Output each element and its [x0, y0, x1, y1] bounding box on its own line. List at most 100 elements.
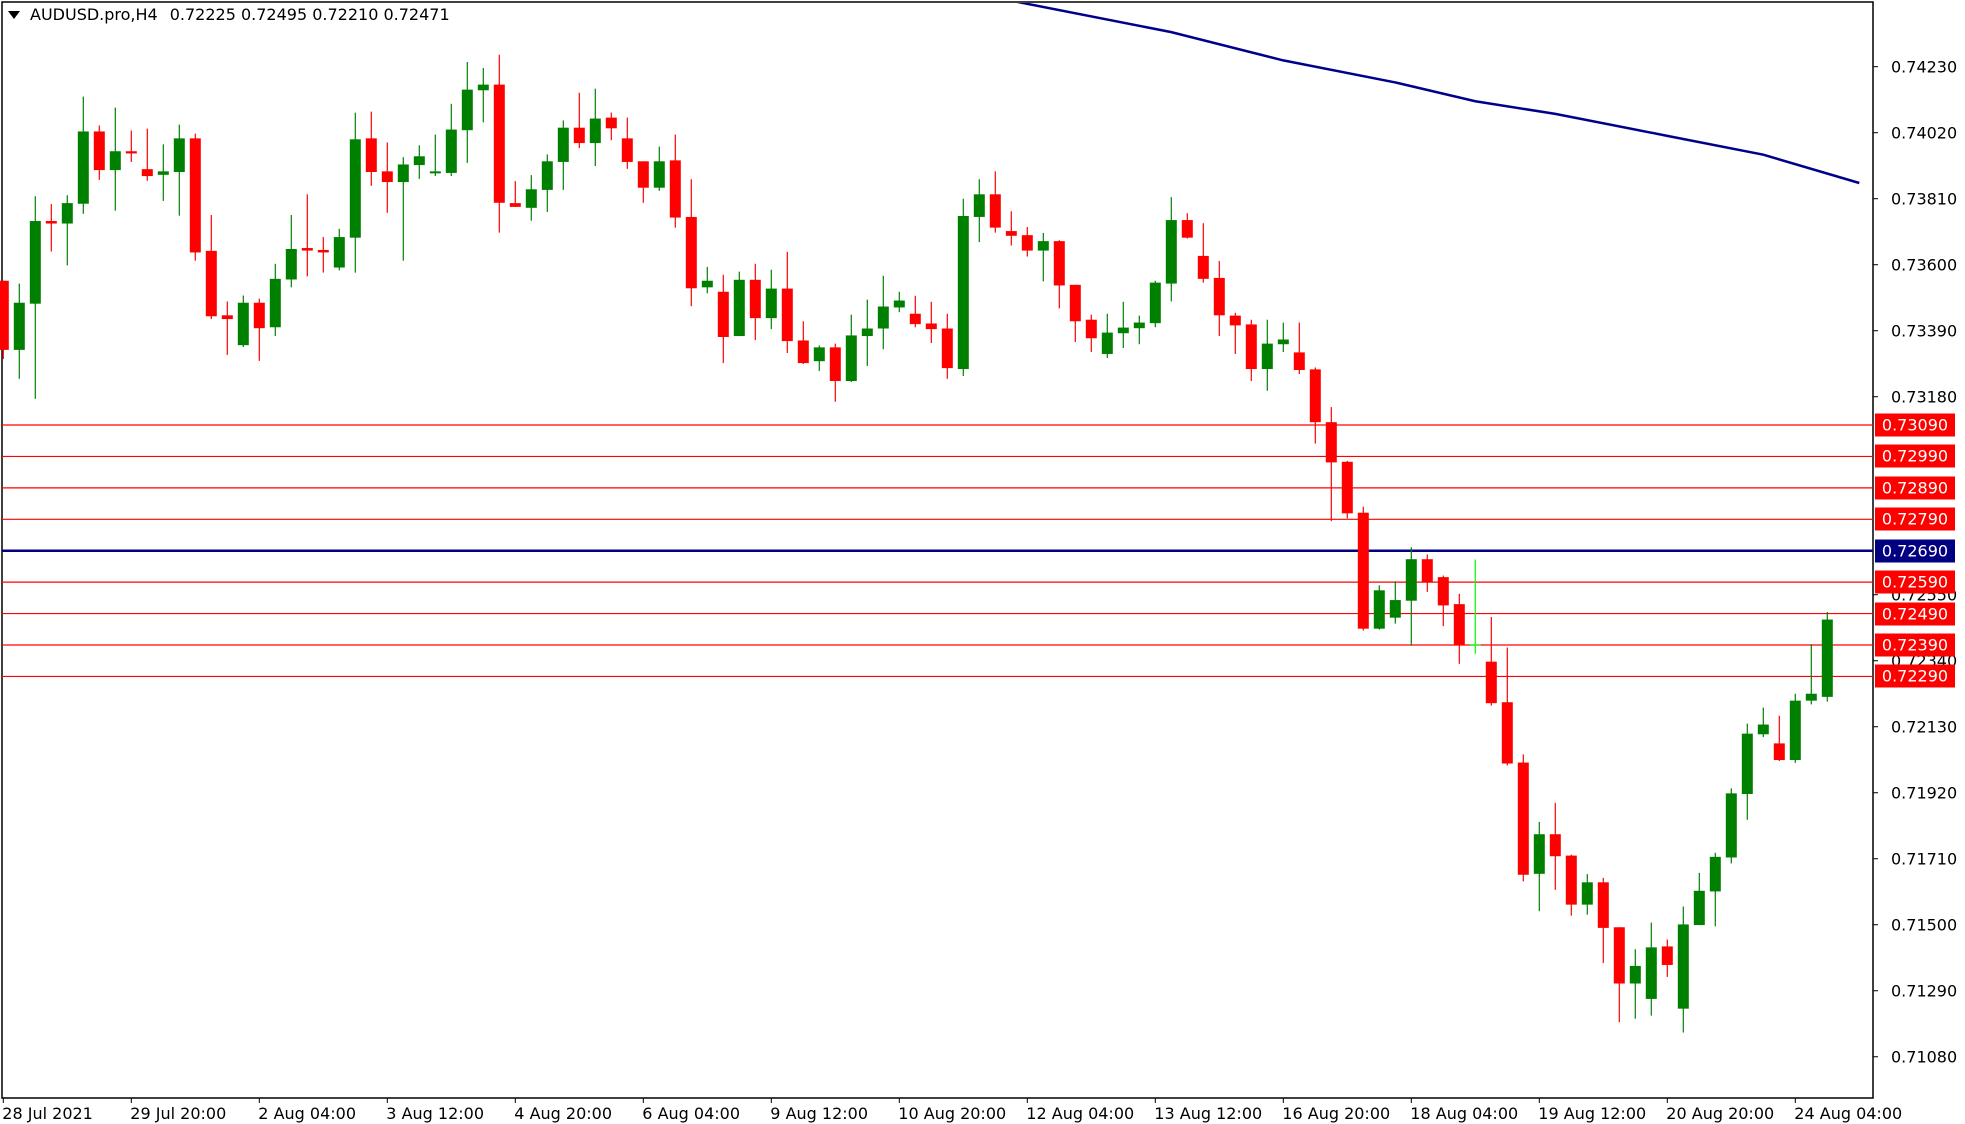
candle — [61, 195, 73, 266]
candle-body — [1789, 700, 1801, 761]
candle-body — [1021, 235, 1033, 251]
candle — [1645, 922, 1657, 1016]
candle — [1565, 854, 1577, 916]
candle-body — [957, 215, 969, 370]
candle — [701, 266, 713, 294]
candle-body — [573, 127, 585, 144]
x-tick-label: 4 Aug 20:00 — [514, 1104, 612, 1123]
candle — [941, 313, 953, 379]
candle-body — [1757, 724, 1769, 735]
candle — [1021, 226, 1033, 257]
candle-body — [701, 280, 713, 288]
candle — [749, 263, 761, 341]
candle — [1197, 223, 1209, 283]
candle-body — [1821, 619, 1833, 697]
candle-body — [1629, 965, 1641, 984]
candle-body — [1373, 590, 1385, 629]
candle — [845, 314, 857, 382]
candle — [1453, 593, 1465, 664]
candle-body — [829, 347, 841, 381]
candle-body — [1069, 284, 1081, 322]
x-tick-label: 13 Aug 12:00 — [1154, 1104, 1263, 1123]
candle-body — [1213, 277, 1225, 316]
candle-body — [797, 340, 809, 364]
candle-body — [893, 300, 905, 308]
candle — [445, 103, 457, 177]
candle — [1357, 506, 1369, 631]
candle-body — [0, 280, 9, 350]
y-tick-label: 0.71290 — [1891, 981, 1958, 1001]
candle-body — [509, 203, 521, 207]
candle — [781, 251, 793, 354]
candle-body — [541, 161, 553, 190]
candle-body — [1581, 882, 1593, 905]
candle-body — [1117, 327, 1129, 334]
y-tick-label: 0.73810 — [1891, 189, 1958, 209]
candle — [1613, 927, 1625, 1023]
candle — [925, 301, 937, 343]
candle — [1325, 407, 1337, 522]
candle-body — [1037, 241, 1049, 251]
x-tick-label: 29 Jul 20:00 — [130, 1104, 227, 1123]
candle — [1245, 319, 1257, 381]
candle — [1277, 322, 1289, 353]
candle — [317, 237, 329, 273]
candle-body — [637, 161, 649, 188]
candle — [301, 194, 313, 277]
candle-body — [1261, 343, 1273, 370]
dropdown-triangle-icon[interactable] — [8, 10, 20, 19]
candle-body — [1741, 733, 1753, 794]
level-price-label: 0.72490 — [1875, 602, 1955, 626]
candle — [509, 181, 521, 207]
candle-body — [237, 302, 249, 346]
x-tick-label: 18 Aug 04:00 — [1410, 1104, 1519, 1123]
level-price-label: 0.72990 — [1875, 444, 1955, 468]
x-tick-label: 19 Aug 12:00 — [1538, 1104, 1647, 1123]
x-tick-label: 16 Aug 20:00 — [1282, 1104, 1391, 1123]
y-tick-label: 0.73600 — [1891, 255, 1958, 275]
candle-body — [45, 221, 57, 224]
candle — [1709, 852, 1721, 927]
y-tick-label: 0.73390 — [1891, 321, 1958, 341]
candle — [45, 204, 57, 252]
x-tick-label: 12 Aug 04:00 — [1026, 1104, 1135, 1123]
candle — [173, 124, 185, 216]
y-tick-label: 0.73180 — [1891, 387, 1958, 407]
candle — [1133, 315, 1145, 345]
candle-body — [925, 323, 937, 330]
level-price-label: 0.73090 — [1875, 413, 1955, 437]
candle — [189, 133, 201, 261]
candle — [1773, 715, 1785, 761]
candle — [333, 228, 345, 271]
candle — [1373, 585, 1385, 630]
candle — [461, 61, 473, 163]
candle — [669, 134, 681, 228]
candle — [525, 175, 537, 221]
candle — [1805, 644, 1817, 705]
candle — [125, 130, 137, 162]
candle-body — [1613, 927, 1625, 984]
candle — [141, 128, 153, 181]
candle-body — [157, 171, 169, 175]
candle — [765, 269, 777, 330]
candle-body — [429, 171, 441, 174]
candle-body — [189, 138, 201, 253]
candle — [493, 54, 505, 233]
candle-body — [557, 127, 569, 162]
x-tick-label: 9 Aug 12:00 — [770, 1104, 868, 1123]
candle — [1293, 322, 1305, 375]
candle — [1101, 313, 1113, 359]
candle-body — [269, 278, 281, 328]
candle-body — [733, 279, 745, 337]
candle — [0, 280, 9, 359]
candle-body — [173, 138, 185, 172]
candle — [909, 295, 921, 328]
candle — [1597, 877, 1609, 964]
candle — [381, 142, 393, 213]
candle-body — [461, 89, 473, 131]
candle-body — [333, 237, 345, 268]
candle — [157, 144, 169, 201]
candle-body — [349, 139, 361, 238]
x-tick-label: 2 Aug 04:00 — [258, 1104, 356, 1123]
